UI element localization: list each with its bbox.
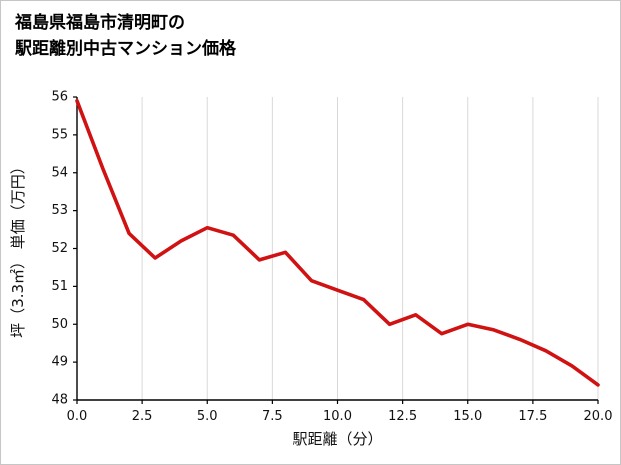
x-tick-label: 5.0 [197, 409, 218, 424]
y-tick-label: 56 [51, 90, 68, 105]
x-tick-label: 15.0 [453, 409, 482, 424]
x-tick-label: 17.5 [518, 409, 547, 424]
y-tick-label: 48 [51, 393, 68, 408]
y-tick-label: 49 [51, 355, 68, 370]
y-tick-label: 50 [51, 317, 68, 332]
x-tick-label: 12.5 [388, 409, 417, 424]
x-tick-label: 10.0 [323, 409, 352, 424]
x-tick-label: 20.0 [584, 409, 613, 424]
y-tick-label: 55 [51, 127, 68, 142]
chart-title-line1: 福島県福島市清明町の [15, 13, 185, 33]
y-tick-label: 52 [51, 241, 68, 256]
chart-title-line2: 駅距離別中古マンション価格 [15, 38, 236, 59]
chart: 48 49 50 51 52 53 54 55 56 0.0 2.5 5.0 7.5 10.0 12.5 15… [9, 90, 613, 449]
x-tick-label: 0.0 [67, 409, 88, 424]
y-tick-label: 51 [51, 279, 68, 294]
x-tick-label: 2.5 [132, 409, 153, 424]
y-tick-label: 54 [51, 165, 68, 180]
y-tick-label: 53 [51, 203, 68, 218]
x-tick-label: 7.5 [262, 409, 283, 424]
y-axis-label: 坪（3.3㎡） 単価（万円） [9, 159, 27, 338]
x-axis-label: 駅距離（分） [292, 430, 382, 448]
chart-title: 福島県福島市清明町の 駅距離別中古マンション価格 [1, 1, 620, 62]
price-line [75, 98, 600, 387]
